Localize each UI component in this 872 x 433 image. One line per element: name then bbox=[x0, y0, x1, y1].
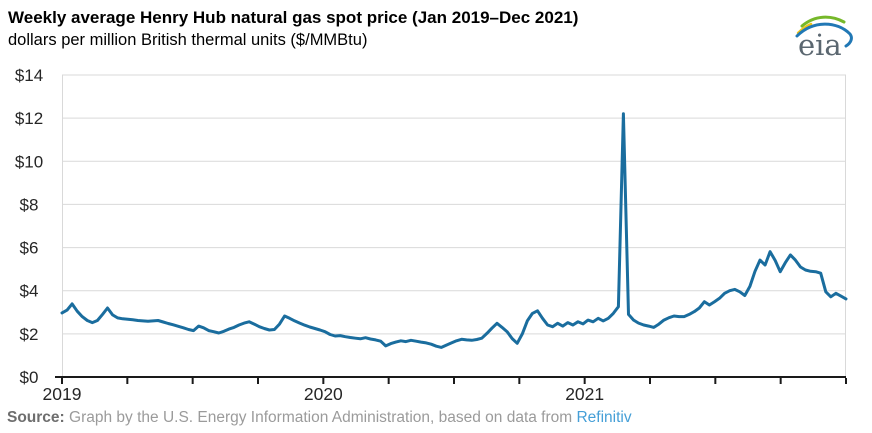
y-tick-label: $8 bbox=[20, 195, 39, 214]
eia-logo-text: eia bbox=[798, 28, 842, 60]
year-label: 2021 bbox=[565, 384, 604, 404]
y-axis-labels: $0 $2 $4 $6 $8 $10 $12 $14 bbox=[15, 66, 43, 387]
source-note: Source: Graph by the U.S. Energy Informa… bbox=[7, 409, 632, 427]
y-tick-label: $14 bbox=[15, 66, 43, 85]
year-label: 2020 bbox=[304, 384, 343, 404]
source-label: Source: bbox=[7, 409, 65, 426]
eia-logo-yellow-arc bbox=[796, 22, 813, 35]
y-tick-label: $2 bbox=[20, 325, 39, 344]
eia-logo-blue-arc bbox=[795, 22, 853, 48]
source-text: Graph by the U.S. Energy Information Adm… bbox=[64, 409, 577, 426]
y-tick-label: $0 bbox=[20, 368, 39, 387]
eia-logo: eia bbox=[795, 15, 853, 60]
year-label: 2019 bbox=[43, 384, 82, 404]
price-line bbox=[60, 112, 848, 349]
y-tick-label: $6 bbox=[20, 239, 39, 258]
y-tick-label: $12 bbox=[15, 109, 43, 128]
x-axis bbox=[55, 376, 847, 384]
page-subtitle: dollars per million British thermal unit… bbox=[8, 31, 368, 49]
gridlines bbox=[62, 74, 846, 377]
page-title: Weekly average Henry Hub natural gas spo… bbox=[8, 8, 579, 27]
y-tick-label: $10 bbox=[15, 152, 43, 171]
y-tick-label: $4 bbox=[20, 282, 39, 301]
eia-logo-green-arc bbox=[800, 15, 846, 28]
x-axis-labels: 2019 2020 2021 bbox=[43, 384, 605, 404]
source-link-refinitiv[interactable]: Refinitiv bbox=[576, 409, 632, 426]
price-line-path bbox=[60, 112, 848, 349]
